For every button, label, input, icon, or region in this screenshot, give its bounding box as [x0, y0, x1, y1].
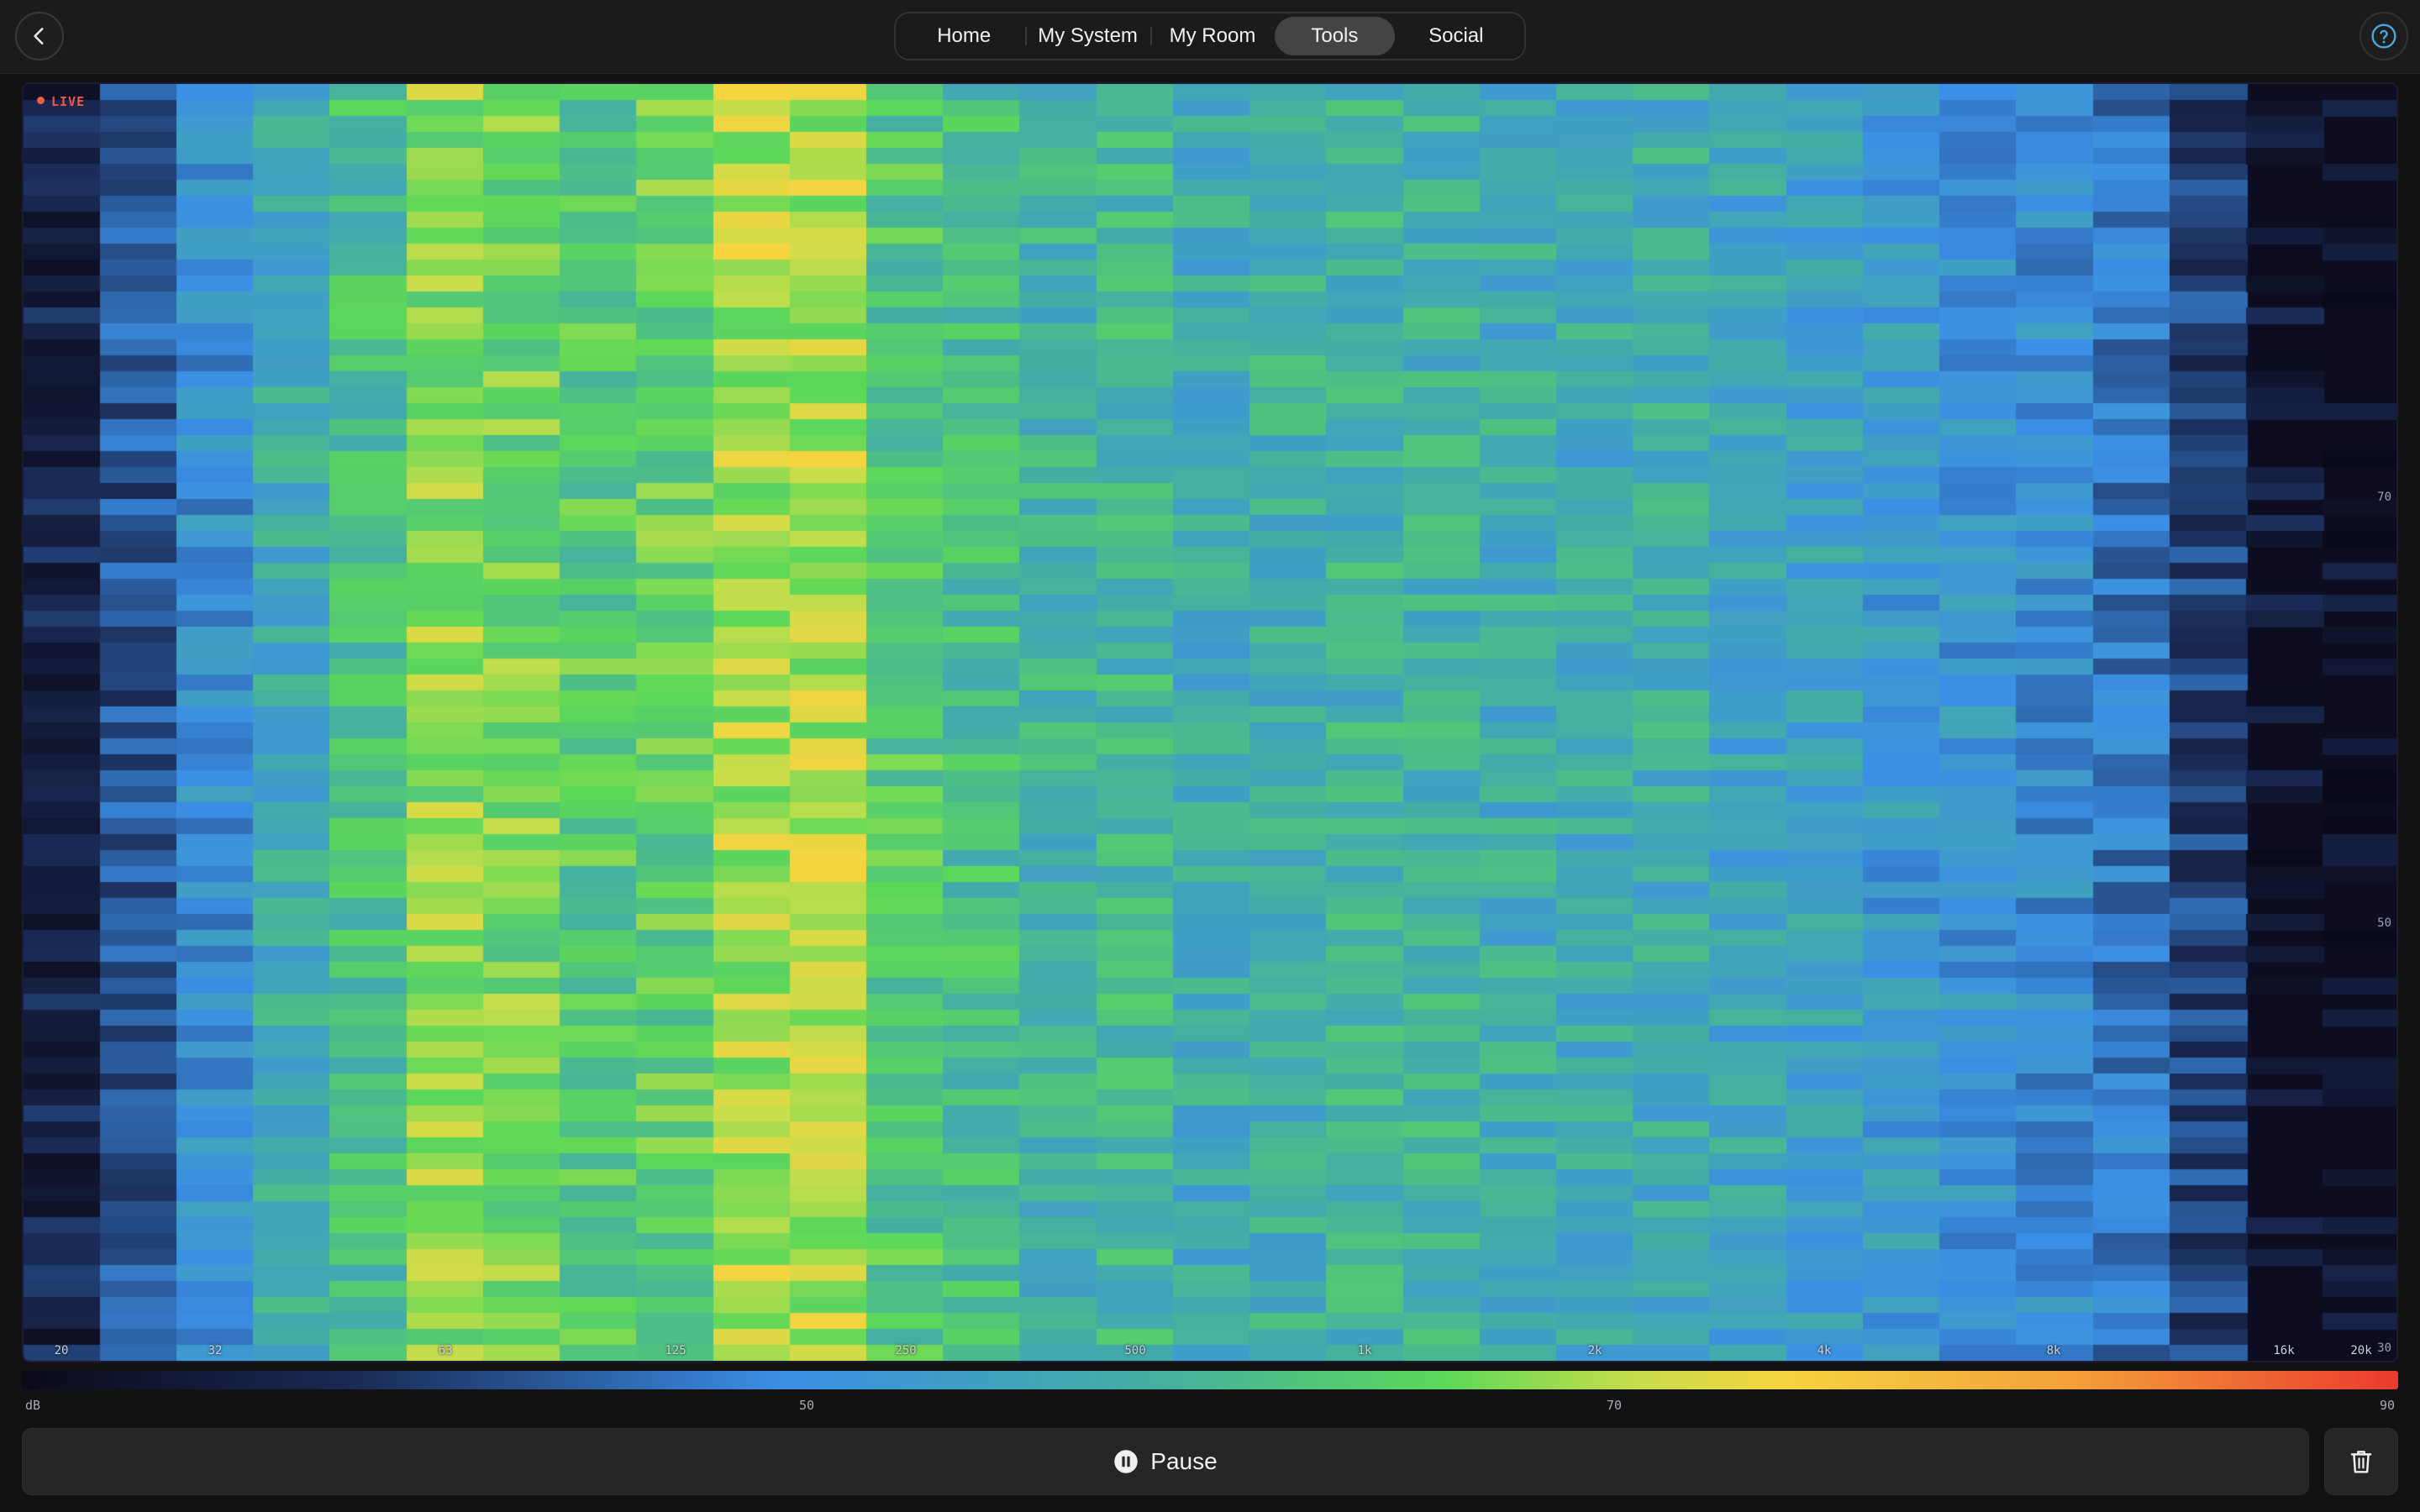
freq-label-63: 63 — [438, 1344, 453, 1357]
tab-social[interactable]: Social — [1428, 24, 1484, 47]
tab-my-room[interactable]: My Room — [1150, 17, 1275, 55]
tab-my-system[interactable]: My System — [1025, 17, 1150, 55]
scale-unit-label: dB — [25, 1398, 41, 1413]
freq-label-1k: 1k — [1357, 1344, 1372, 1357]
freq-label-16k: 16k — [2273, 1344, 2295, 1357]
scale-label-70: 70 — [1607, 1398, 1623, 1413]
scale-label-90: 90 — [2380, 1398, 2396, 1413]
db-axis-label-50: 50 — [2377, 916, 2391, 930]
scale-label-50: 50 — [799, 1398, 815, 1413]
color-scale-bar — [22, 1371, 2398, 1389]
help-button[interactable] — [2360, 12, 2408, 60]
clear-button[interactable] — [2324, 1428, 2398, 1495]
trash-icon — [2350, 1451, 2372, 1473]
freq-label-250: 250 — [895, 1344, 917, 1357]
pause-button[interactable]: Pause — [22, 1428, 2309, 1495]
main-nav: Home My System My Room Tools Social — [894, 12, 1526, 60]
question-circle-icon — [2371, 24, 2396, 49]
freq-label-20k: 20k — [2350, 1344, 2372, 1357]
live-dot-icon — [37, 97, 45, 104]
db-axis-label-70: 70 — [2377, 491, 2391, 504]
live-indicator: LIVE — [37, 94, 85, 109]
freq-label-2k: 2k — [1587, 1344, 1602, 1357]
freq-label-500: 500 — [1124, 1344, 1146, 1357]
freq-label-32: 32 — [208, 1344, 223, 1357]
freq-label-8k: 8k — [2046, 1344, 2061, 1357]
top-bar: Home My System My Room Tools Social — [0, 0, 2420, 74]
back-button[interactable] — [15, 12, 64, 60]
tab-home[interactable]: Home — [937, 24, 992, 47]
freq-label-20: 20 — [54, 1344, 69, 1357]
freq-label-4k: 4k — [1817, 1344, 1832, 1357]
tab-tools[interactable]: Tools — [1275, 17, 1395, 55]
spectrogram-canvas — [24, 84, 2396, 1361]
chevron-left-icon — [34, 28, 44, 45]
db-axis-label-30: 30 — [2377, 1341, 2391, 1355]
pause-circle-icon — [1114, 1450, 1139, 1473]
freq-label-125: 125 — [665, 1344, 687, 1357]
spectrogram-panel: LIVE 20 32 63 125 250 500 1k 2k 4k 8k 16… — [22, 82, 2398, 1362]
live-label: LIVE — [51, 94, 86, 109]
pause-label: Pause — [1150, 1448, 1218, 1474]
